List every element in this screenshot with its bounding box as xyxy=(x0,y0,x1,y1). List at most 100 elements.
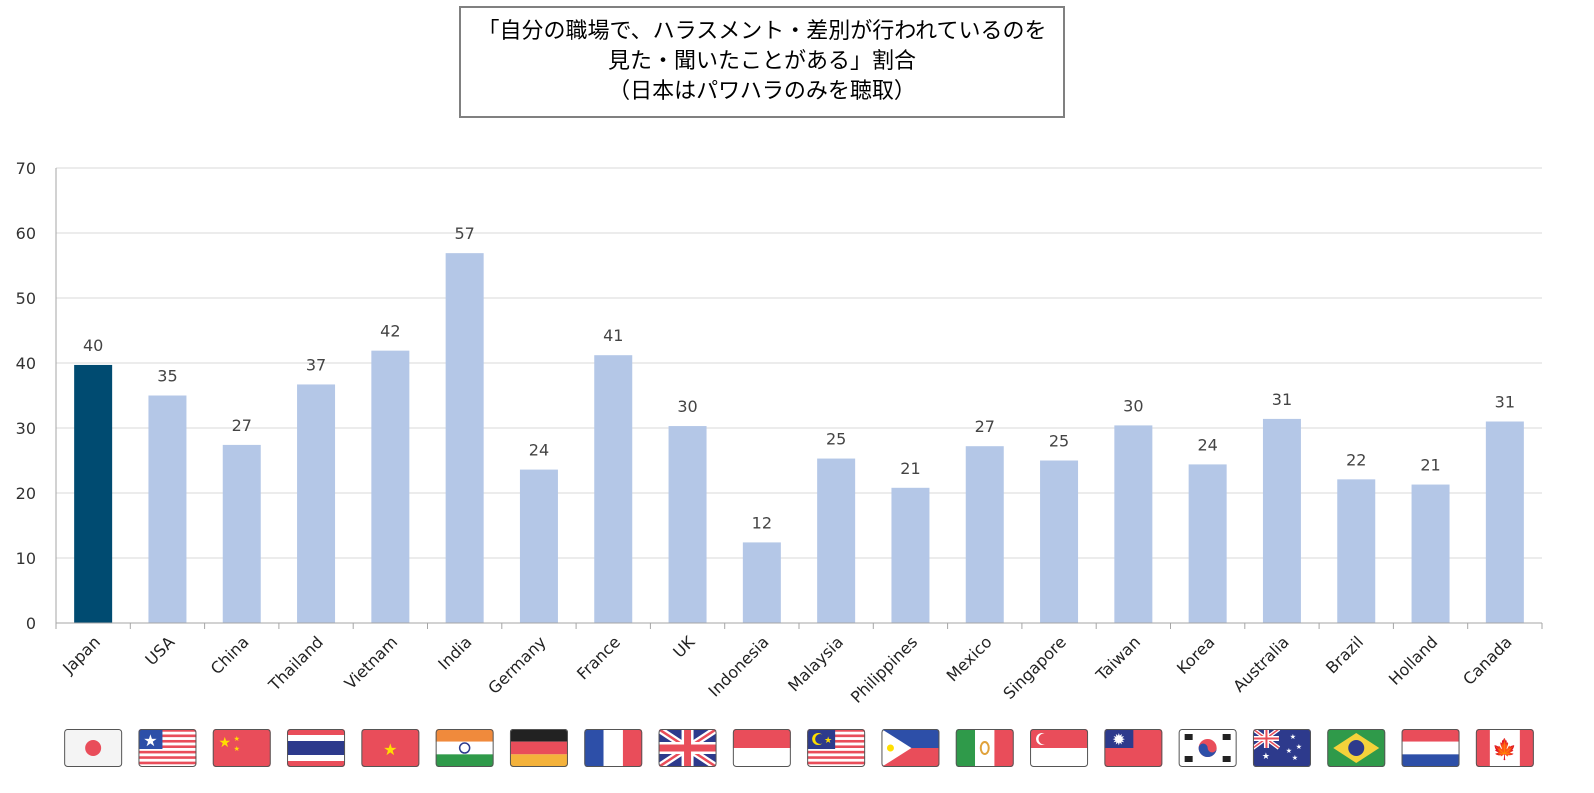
bar-india xyxy=(445,253,484,623)
flag-part xyxy=(361,729,420,767)
brazil-flag-icon xyxy=(1327,729,1386,767)
flag-part xyxy=(807,739,866,744)
korea-flag-icon xyxy=(1178,729,1237,767)
flag-border xyxy=(287,729,346,767)
bar-brazil xyxy=(1337,479,1376,623)
flag-star: ★ xyxy=(143,731,157,750)
x-tick-label: Mexico xyxy=(943,632,996,685)
flag-part xyxy=(1401,729,1460,742)
philippines-flag-icon xyxy=(881,729,940,767)
bars xyxy=(74,253,1524,623)
flag-part xyxy=(1401,754,1460,767)
flag-part xyxy=(807,737,866,740)
flag-border xyxy=(1178,729,1237,767)
x-tick-label: China xyxy=(207,632,253,678)
x-tick-label: Taiwan xyxy=(1092,632,1145,685)
flag-body xyxy=(955,729,1014,767)
flag-part xyxy=(138,737,197,740)
flag-part xyxy=(1030,748,1089,767)
flag-body xyxy=(1030,729,1089,767)
y-tick-label: 50 xyxy=(16,289,36,308)
data-label: 24 xyxy=(1197,435,1217,454)
flag-part xyxy=(138,750,197,754)
flag-part xyxy=(1104,729,1134,748)
bar-holland xyxy=(1411,484,1450,623)
x-tick-label: Australia xyxy=(1229,632,1292,695)
bar-vietnam xyxy=(371,350,410,623)
flag-part xyxy=(138,748,197,751)
flag-body: ★ xyxy=(807,729,866,767)
x-tick-label: Thailand xyxy=(264,632,327,695)
flag-part xyxy=(584,729,604,767)
x-tick-label: Indonesia xyxy=(705,632,773,700)
flag-part xyxy=(815,734,826,744)
x-tick-label: UK xyxy=(669,632,698,661)
flag-part xyxy=(684,729,692,767)
flag-part xyxy=(975,729,995,767)
bar-canada xyxy=(1485,421,1524,623)
flag-part xyxy=(807,764,866,767)
flag-part xyxy=(807,745,866,749)
bar-germany xyxy=(519,469,558,623)
flag-part xyxy=(886,744,894,752)
flag-star: ★ xyxy=(1262,752,1270,762)
flag-part xyxy=(1265,729,1268,748)
mexico-flag-icon xyxy=(955,729,1014,767)
flag-star: ★ xyxy=(1290,733,1296,741)
flag-part xyxy=(138,729,197,733)
flag-body xyxy=(658,729,717,767)
flag-part xyxy=(807,756,866,760)
x-tick-label: Korea xyxy=(1173,632,1219,678)
flag-part xyxy=(807,742,866,746)
flag-body: 🍁 xyxy=(1475,729,1534,767)
flag-part xyxy=(435,754,494,767)
data-label: 40 xyxy=(83,336,103,355)
x-tick-label: Canada xyxy=(1459,632,1515,688)
flag-part xyxy=(603,729,623,767)
flag-body xyxy=(732,729,791,767)
flag-star: ★ xyxy=(234,735,240,743)
japan-flag-icon xyxy=(64,729,123,767)
indonesia-flag-icon xyxy=(732,729,791,767)
data-label: 30 xyxy=(1123,396,1143,415)
flag-part xyxy=(955,729,976,767)
data-label: 41 xyxy=(603,326,623,345)
data-label: 31 xyxy=(1272,390,1292,409)
flag-star: ★ xyxy=(1286,747,1292,755)
data-label: 31 xyxy=(1495,393,1515,412)
flag-body: ★ xyxy=(138,729,197,767)
flag-border xyxy=(658,729,717,767)
chart-title-line-2: 見た・聞いたことがある」割合 xyxy=(607,49,916,74)
data-label: 42 xyxy=(380,322,400,341)
bar-mexico xyxy=(965,446,1004,623)
flag-part xyxy=(85,740,102,756)
x-tick-label: Vietnam xyxy=(341,632,402,693)
flag-body xyxy=(435,729,494,767)
flag-body xyxy=(584,729,643,767)
flag-row: ★ ★ ★★ ★ ★ ✹★★★★★ 🍁 xyxy=(64,729,1534,767)
flag-part xyxy=(1222,734,1231,740)
flag-body: ★ ★★ xyxy=(212,729,271,767)
singapore-flag-icon xyxy=(1030,729,1089,767)
flag-part xyxy=(458,742,471,754)
flag-border xyxy=(64,729,123,767)
flag-part xyxy=(807,734,866,738)
flag-star: ★ xyxy=(383,740,397,759)
data-label: 22 xyxy=(1346,450,1366,469)
flag-part xyxy=(138,764,197,767)
data-label: 21 xyxy=(900,459,920,478)
flag-part xyxy=(138,753,197,757)
data-label: 12 xyxy=(752,513,772,532)
flag-part xyxy=(212,729,271,767)
flag-body xyxy=(509,729,568,767)
y-tick-label: 60 xyxy=(16,224,36,243)
flag-part xyxy=(1519,729,1534,767)
uk-flag-icon xyxy=(658,729,717,767)
flag-border xyxy=(1252,729,1311,767)
flag-border xyxy=(881,729,940,767)
flag-border xyxy=(1401,729,1460,767)
flag-part xyxy=(138,739,197,744)
flag-border xyxy=(955,729,1014,767)
germany-flag-icon xyxy=(509,729,568,767)
flag-part xyxy=(138,745,197,749)
